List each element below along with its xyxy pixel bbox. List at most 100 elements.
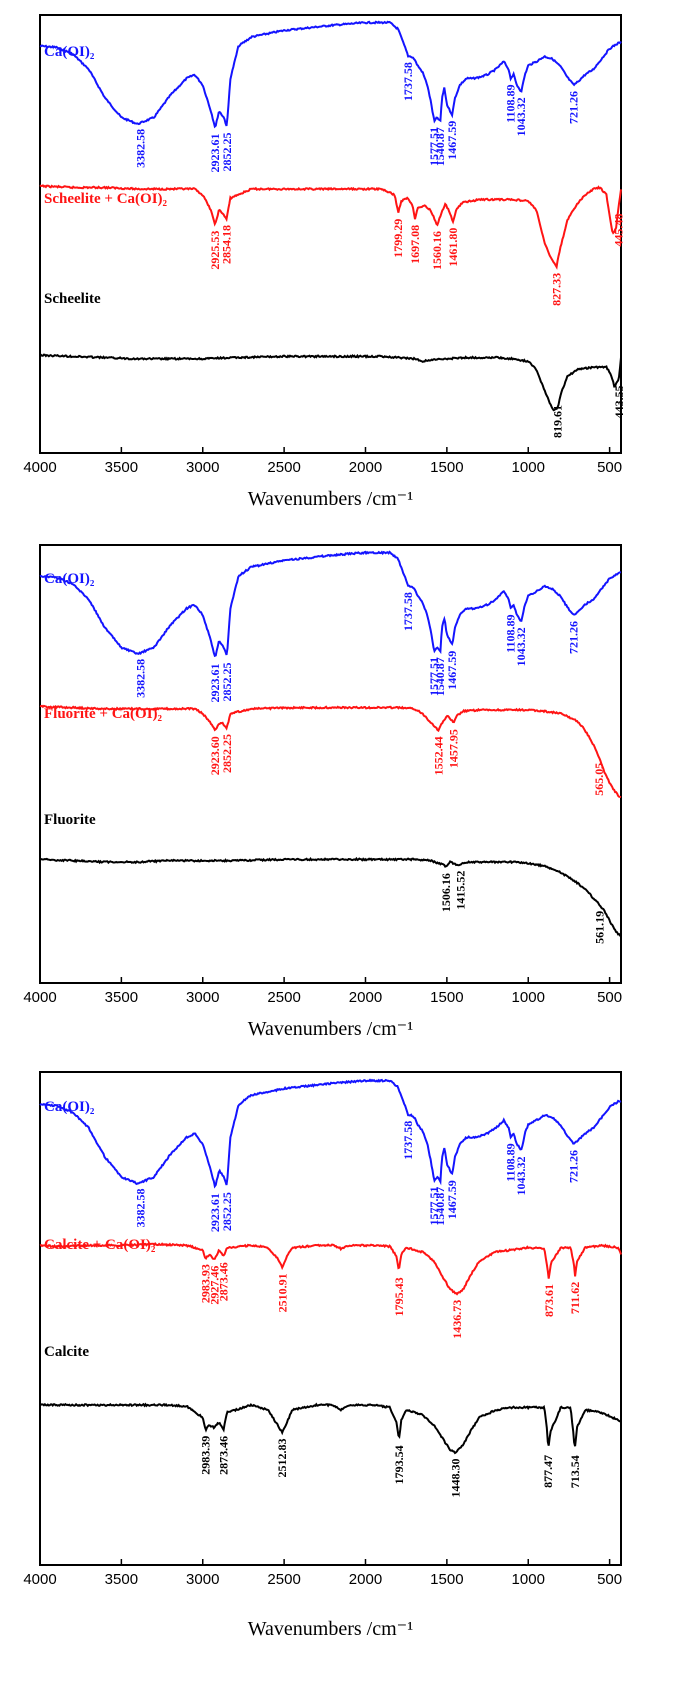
series-name-label: Ca(OI)₂ bbox=[44, 571, 95, 587]
x-axis-label: Wavenumbers /cm⁻¹ bbox=[248, 488, 413, 510]
x-tick-label: 1000 bbox=[512, 1571, 545, 1588]
peak-label: 2852.25 bbox=[220, 1192, 234, 1231]
peak-label: 877.47 bbox=[541, 1455, 555, 1488]
series-line bbox=[39, 856, 622, 938]
peak-label: 1043.32 bbox=[514, 97, 528, 136]
peak-label: 1540.87 bbox=[433, 1187, 447, 1226]
series-3: Calcite 2983.39 2873.46 2512.83 1793.54 1448.… bbox=[39, 1344, 622, 1497]
peak-label: 443.55 bbox=[612, 385, 626, 418]
peak-label: 1793.54 bbox=[392, 1445, 406, 1484]
peak-label: 2923.61 bbox=[208, 664, 222, 703]
x-tick-label: 2000 bbox=[349, 989, 382, 1006]
peak-label: 561.19 bbox=[593, 911, 607, 944]
series-line bbox=[39, 353, 622, 412]
x-tick-label: 1500 bbox=[430, 1571, 463, 1588]
x-axis-label: Wavenumbers /cm⁻¹ bbox=[248, 1018, 413, 1040]
peak-label: 1577.51 bbox=[427, 127, 441, 166]
x-tick-label: 500 bbox=[597, 459, 622, 476]
series-name-label: Fluorite bbox=[44, 812, 96, 828]
peak-label: 2873.46 bbox=[216, 1436, 230, 1475]
peak-label: 2983.93 bbox=[198, 1264, 212, 1303]
peak-label: 3382.58 bbox=[133, 1188, 147, 1227]
peak-label: 1737.58 bbox=[401, 62, 415, 101]
series-name-label: Scheelite bbox=[44, 291, 101, 307]
peak-label: 2927.46 bbox=[208, 1266, 222, 1305]
peak-label: 1108.89 bbox=[504, 614, 518, 652]
series-line bbox=[39, 184, 622, 270]
peak-label: 1108.89 bbox=[504, 1143, 518, 1181]
series-name-label: Calcite bbox=[44, 1344, 89, 1360]
x-tick-label: 2500 bbox=[267, 1571, 300, 1588]
peak-label: 873.61 bbox=[542, 1284, 556, 1317]
x-tick-label: 3000 bbox=[186, 459, 219, 476]
peak-label: 1697.08 bbox=[408, 225, 422, 264]
peak-label: 1108.89 bbox=[504, 84, 518, 122]
x-tick-label: 1000 bbox=[512, 459, 545, 476]
series-name-label: Calcite + Ca(OI)₂ bbox=[44, 1237, 156, 1253]
peak-label: 1467.59 bbox=[445, 121, 459, 160]
chart-panel-1: 4000 3500 3000 2500 2000 1500 1000 500 Wavenumbe… bbox=[23, 14, 626, 510]
peak-label: 2923.61 bbox=[208, 134, 222, 173]
peak-label: 1540.87 bbox=[433, 657, 447, 696]
peak-label: 2854.18 bbox=[219, 225, 233, 264]
peak-label: 1795.43 bbox=[392, 1277, 406, 1316]
peak-label: 1799.29 bbox=[391, 219, 405, 258]
x-tick-label: 2000 bbox=[349, 459, 382, 476]
x-tick-label: 1500 bbox=[430, 989, 463, 1006]
peak-label: 2852.25 bbox=[220, 132, 234, 171]
series-line bbox=[39, 1402, 622, 1455]
peak-label: 2873.46 bbox=[216, 1262, 230, 1301]
peak-label: 1540.87 bbox=[433, 127, 447, 166]
peak-label: 1737.58 bbox=[401, 1121, 415, 1160]
peak-label: 1560.16 bbox=[430, 231, 444, 270]
series-line bbox=[39, 1242, 622, 1296]
chart-panel-3: 4000 3500 3000 2500 2000 1500 1000 500 Wavenumbe… bbox=[23, 1071, 622, 1640]
x-tick-label: 4000 bbox=[23, 989, 56, 1006]
peak-label: 2510.91 bbox=[275, 1273, 289, 1312]
peak-label: 565.05 bbox=[592, 763, 606, 796]
peak-label: 2923.61 bbox=[208, 1193, 222, 1232]
series-line bbox=[39, 704, 622, 799]
peak-label: 1448.30 bbox=[448, 1458, 462, 1497]
peak-label: 2925.53 bbox=[208, 231, 222, 270]
x-tick-label: 2000 bbox=[349, 1571, 382, 1588]
peak-label: 2852.25 bbox=[220, 662, 234, 701]
peak-label: 2512.83 bbox=[275, 1438, 289, 1477]
x-tick-label: 3500 bbox=[105, 1571, 138, 1588]
peak-label: 2852.25 bbox=[220, 734, 234, 773]
x-tick-label: 4000 bbox=[23, 459, 56, 476]
peak-label: 3382.58 bbox=[133, 659, 147, 698]
series-name-label: Ca(OI)₂ bbox=[44, 44, 95, 60]
peak-label: 2983.39 bbox=[198, 1436, 212, 1475]
series-3: Fluorite 1506.16 1415.52 561.19 bbox=[39, 812, 622, 944]
peak-label: 1467.59 bbox=[445, 1180, 459, 1219]
peak-label: 1461.80 bbox=[446, 228, 460, 267]
peak-label: 713.54 bbox=[568, 1455, 582, 1488]
series-name-label: Scheelite + Ca(OI)₂ bbox=[44, 191, 168, 207]
peak-label: 1436.73 bbox=[450, 1300, 464, 1339]
x-tick-label: 500 bbox=[597, 989, 622, 1006]
x-tick-label: 3000 bbox=[186, 1571, 219, 1588]
peak-label: 721.26 bbox=[567, 1150, 581, 1183]
peak-label: 2923.60 bbox=[208, 736, 222, 775]
x-tick-label: 2500 bbox=[267, 459, 300, 476]
peak-label: 1552.44 bbox=[431, 736, 445, 775]
x-tick-label: 3500 bbox=[105, 459, 138, 476]
peak-label: 721.26 bbox=[567, 91, 581, 124]
peak-label: 721.26 bbox=[567, 621, 581, 654]
series-line bbox=[39, 550, 622, 658]
peak-label: 1467.59 bbox=[445, 651, 459, 690]
peak-label: 827.33 bbox=[549, 273, 563, 306]
x-tick-label: 500 bbox=[597, 1571, 622, 1588]
peak-label: 1043.32 bbox=[514, 1157, 528, 1196]
series-name-label: Ca(OI)₂ bbox=[44, 1099, 95, 1115]
x-tick-label: 1500 bbox=[430, 459, 463, 476]
peak-label: 711.62 bbox=[568, 1282, 582, 1314]
x-tick-label: 2500 bbox=[267, 989, 300, 1006]
